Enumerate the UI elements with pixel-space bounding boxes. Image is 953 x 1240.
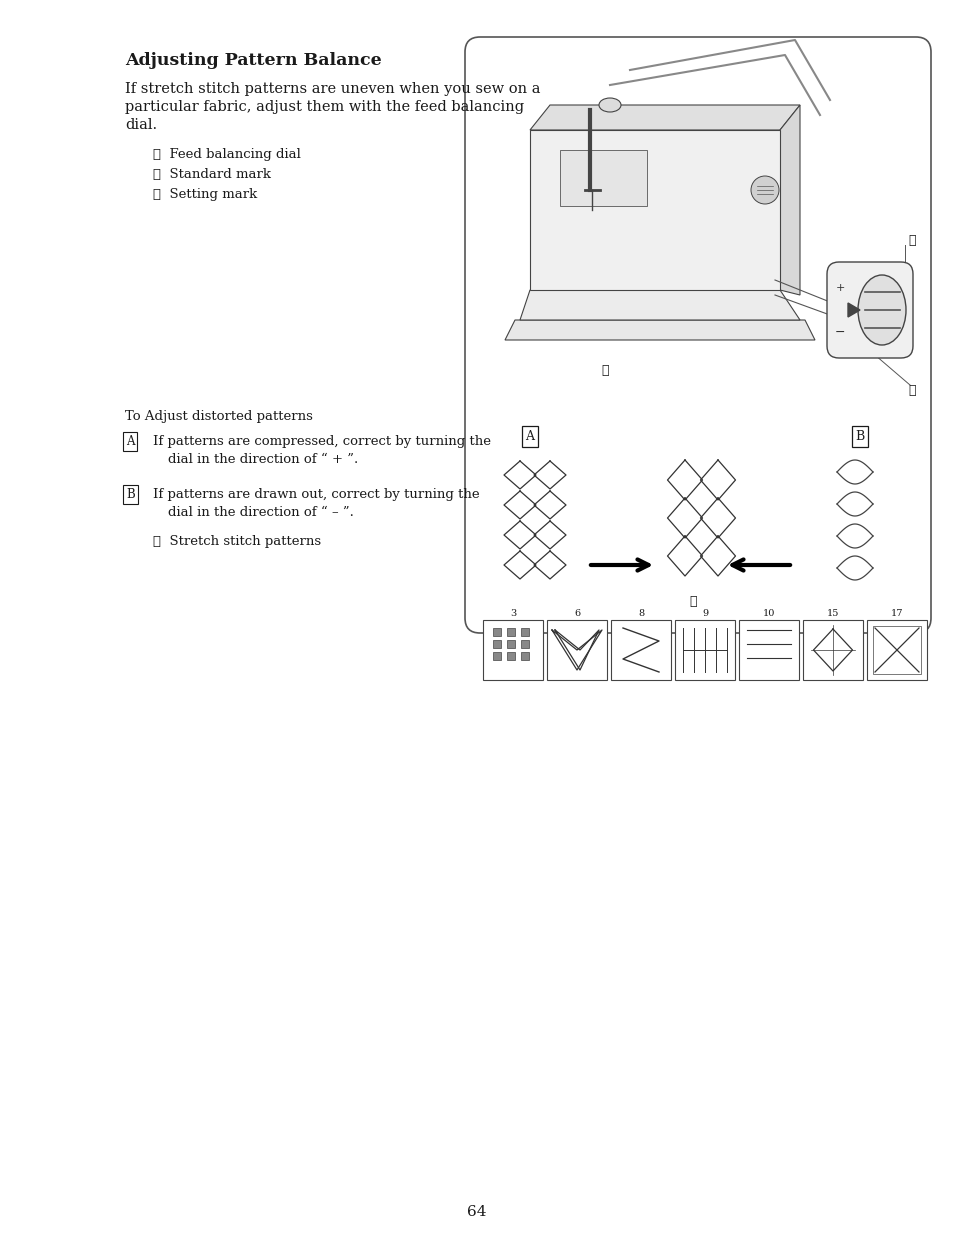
Text: If stretch stitch patterns are uneven when you sew on a: If stretch stitch patterns are uneven wh… <box>125 82 540 95</box>
FancyBboxPatch shape <box>826 262 912 358</box>
Bar <box>506 627 515 636</box>
Polygon shape <box>519 290 800 320</box>
Text: ②: ② <box>600 363 608 377</box>
Ellipse shape <box>857 275 905 345</box>
Text: A: A <box>126 435 134 448</box>
Bar <box>520 627 529 636</box>
Polygon shape <box>504 320 814 340</box>
Bar <box>866 620 926 680</box>
Text: A: A <box>525 430 534 443</box>
Bar <box>493 640 500 649</box>
Text: dial in the direction of “ + ”.: dial in the direction of “ + ”. <box>168 453 358 466</box>
Text: ②  Standard mark: ② Standard mark <box>152 167 271 181</box>
Bar <box>610 620 670 680</box>
Polygon shape <box>530 130 780 290</box>
Text: 3: 3 <box>509 609 516 618</box>
Bar <box>493 627 500 636</box>
Text: If patterns are drawn out, correct by turning the: If patterns are drawn out, correct by tu… <box>152 489 479 501</box>
Text: 9: 9 <box>701 609 707 618</box>
Bar <box>506 652 515 660</box>
Text: ①  Feed balancing dial: ① Feed balancing dial <box>152 148 300 161</box>
Text: ①: ① <box>907 233 915 247</box>
Text: −: − <box>834 325 844 339</box>
Polygon shape <box>780 105 800 295</box>
Bar <box>739 620 799 680</box>
Text: B: B <box>855 430 863 443</box>
Text: If patterns are compressed, correct by turning the: If patterns are compressed, correct by t… <box>152 435 491 448</box>
Text: 64: 64 <box>467 1205 486 1219</box>
Text: 8: 8 <box>638 609 643 618</box>
Polygon shape <box>847 303 859 317</box>
Bar <box>872 626 920 675</box>
FancyBboxPatch shape <box>464 37 930 632</box>
Text: ④  Stretch stitch patterns: ④ Stretch stitch patterns <box>152 534 321 548</box>
Text: Adjusting Pattern Balance: Adjusting Pattern Balance <box>125 52 381 69</box>
Text: To Adjust distorted patterns: To Adjust distorted patterns <box>125 410 313 423</box>
Text: 10: 10 <box>762 609 775 618</box>
Bar <box>482 620 542 680</box>
Bar <box>675 620 734 680</box>
Text: +: + <box>835 283 843 293</box>
Text: 6: 6 <box>574 609 579 618</box>
Text: ④: ④ <box>688 595 696 608</box>
Bar <box>802 620 862 680</box>
Text: B: B <box>126 489 134 501</box>
Text: dial.: dial. <box>125 118 157 131</box>
Bar <box>520 640 529 649</box>
Bar <box>546 620 606 680</box>
Circle shape <box>750 176 779 205</box>
Bar <box>520 652 529 660</box>
Text: ③  Setting mark: ③ Setting mark <box>152 188 257 201</box>
Text: ③: ③ <box>907 383 915 397</box>
Text: particular fabric, adjust them with the feed balancing: particular fabric, adjust them with the … <box>125 100 523 114</box>
Text: 17: 17 <box>890 609 902 618</box>
Bar <box>506 640 515 649</box>
Text: dial in the direction of “ – ”.: dial in the direction of “ – ”. <box>168 506 354 520</box>
Bar <box>559 150 647 206</box>
Bar <box>493 652 500 660</box>
Ellipse shape <box>598 98 620 112</box>
Text: 15: 15 <box>826 609 839 618</box>
Polygon shape <box>530 105 800 130</box>
